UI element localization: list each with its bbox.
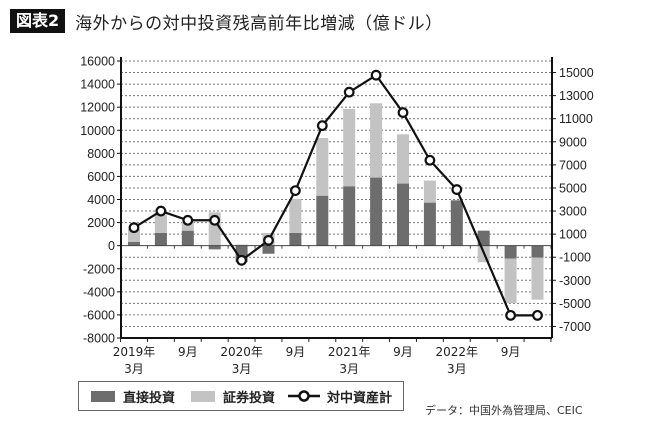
bar-direct <box>208 245 221 250</box>
bar-direct <box>477 230 490 246</box>
legend-line-marker-icon <box>288 390 321 402</box>
right-tick-label: 11000 <box>559 112 593 126</box>
left-tick-label: 12000 <box>80 101 115 115</box>
x-tick-label: 3月 <box>447 362 467 376</box>
bar-direct <box>154 232 167 246</box>
bar-direct <box>504 245 517 259</box>
line-point <box>370 69 382 81</box>
legend-label-direct: 直接投資 <box>123 390 176 406</box>
bar-securities <box>181 222 194 231</box>
line-point <box>182 214 194 226</box>
x-tick-label: 2021年 <box>328 345 371 359</box>
right-tick-label: 13000 <box>559 89 594 103</box>
left-tick-label: 2000 <box>87 216 115 230</box>
right-tick-label: -1000 <box>559 251 591 265</box>
left-tick-label: -4000 <box>83 285 115 299</box>
right-tick-label: 15000 <box>559 66 594 80</box>
bar-direct <box>423 202 436 246</box>
bar-direct <box>128 241 140 246</box>
bar-securities <box>370 103 383 178</box>
line-point <box>128 222 140 234</box>
x-tick-label: 9月 <box>393 345 413 359</box>
right-tick-label: -7000 <box>559 320 591 334</box>
bar-securities <box>316 137 329 196</box>
bar-securities <box>397 134 409 184</box>
left-tick-label: 6000 <box>87 170 115 184</box>
line-total <box>133 73 538 317</box>
left-tick-label: -6000 <box>83 308 115 322</box>
legend-label-total: 対中資産計 <box>327 390 393 406</box>
x-tick-label: 9月 <box>178 345 198 359</box>
line-point <box>155 205 167 217</box>
line-point <box>532 309 543 321</box>
right-tick-label: 3000 <box>559 205 587 219</box>
bar-direct <box>450 200 463 246</box>
figure-badge: 図表2 <box>10 9 66 33</box>
right-tick-label: 5000 <box>559 181 587 195</box>
right-tick-label: 9000 <box>559 135 587 149</box>
bar-direct <box>316 195 329 246</box>
right-tick-label: -3000 <box>559 274 591 288</box>
x-tick-label: 2022年 <box>436 345 479 359</box>
x-tick-label: 3月 <box>124 362 144 376</box>
bar-direct <box>397 183 409 246</box>
line-point <box>209 214 221 226</box>
chart-title: 図表2 海外からの対中投資残高前年比増減（億ドル） <box>10 9 443 34</box>
line-point <box>397 107 409 118</box>
left-tick-label: -8000 <box>83 332 115 346</box>
bar-securities <box>128 229 140 242</box>
x-tick-label: 3月 <box>339 362 359 376</box>
x-tick-label: 3月 <box>232 362 252 376</box>
bar-securities <box>504 258 517 304</box>
line-point <box>424 154 436 166</box>
right-tick-label: 1000 <box>559 228 587 242</box>
line-point <box>316 120 328 132</box>
right-tick-label: -5000 <box>559 297 591 311</box>
line-point <box>236 254 248 266</box>
bar-securities <box>343 108 356 187</box>
bar-securities <box>235 244 248 246</box>
legend: 直接投資 証券投資 対中資産計 <box>78 381 404 411</box>
left-tick-label: 14000 <box>80 78 115 92</box>
line-point <box>505 309 517 321</box>
legend-label-securities: 証券投資 <box>223 390 276 406</box>
legend-swatch-direct <box>91 390 115 402</box>
right-tick-label: 7000 <box>559 158 587 172</box>
left-tick-label: 8000 <box>87 147 115 161</box>
bar-direct <box>262 245 275 254</box>
bar-securities <box>154 214 167 233</box>
bar-direct <box>370 177 383 246</box>
line-point <box>451 184 463 195</box>
bar-direct <box>181 230 194 246</box>
left-tick-label: 4000 <box>87 193 115 207</box>
source-note: データ：中国外為管理局、CEIC <box>425 404 583 417</box>
bar-securities <box>289 198 302 233</box>
bar-securities <box>423 180 436 203</box>
left-tick-label: -2000 <box>83 262 115 276</box>
left-tick-label: 16000 <box>80 55 115 69</box>
line-point <box>343 86 355 98</box>
bar-direct <box>289 232 302 246</box>
left-tick-label: 10000 <box>80 124 115 138</box>
x-tick-label: 9月 <box>286 345 306 359</box>
x-tick-label: 9月 <box>501 345 521 359</box>
left-tick-label: 0 <box>108 239 115 253</box>
bar-direct <box>531 245 544 258</box>
legend-swatch-securities <box>191 390 216 402</box>
line-point <box>290 185 301 197</box>
x-tick-label: 2019年 <box>113 345 156 359</box>
line-point <box>263 234 274 246</box>
bar-direct <box>343 186 356 246</box>
x-tick-label: 2020年 <box>220 345 263 359</box>
title-text: 海外からの対中投資残高前年比増減（億ドル） <box>75 13 443 34</box>
bar-securities <box>531 257 544 300</box>
